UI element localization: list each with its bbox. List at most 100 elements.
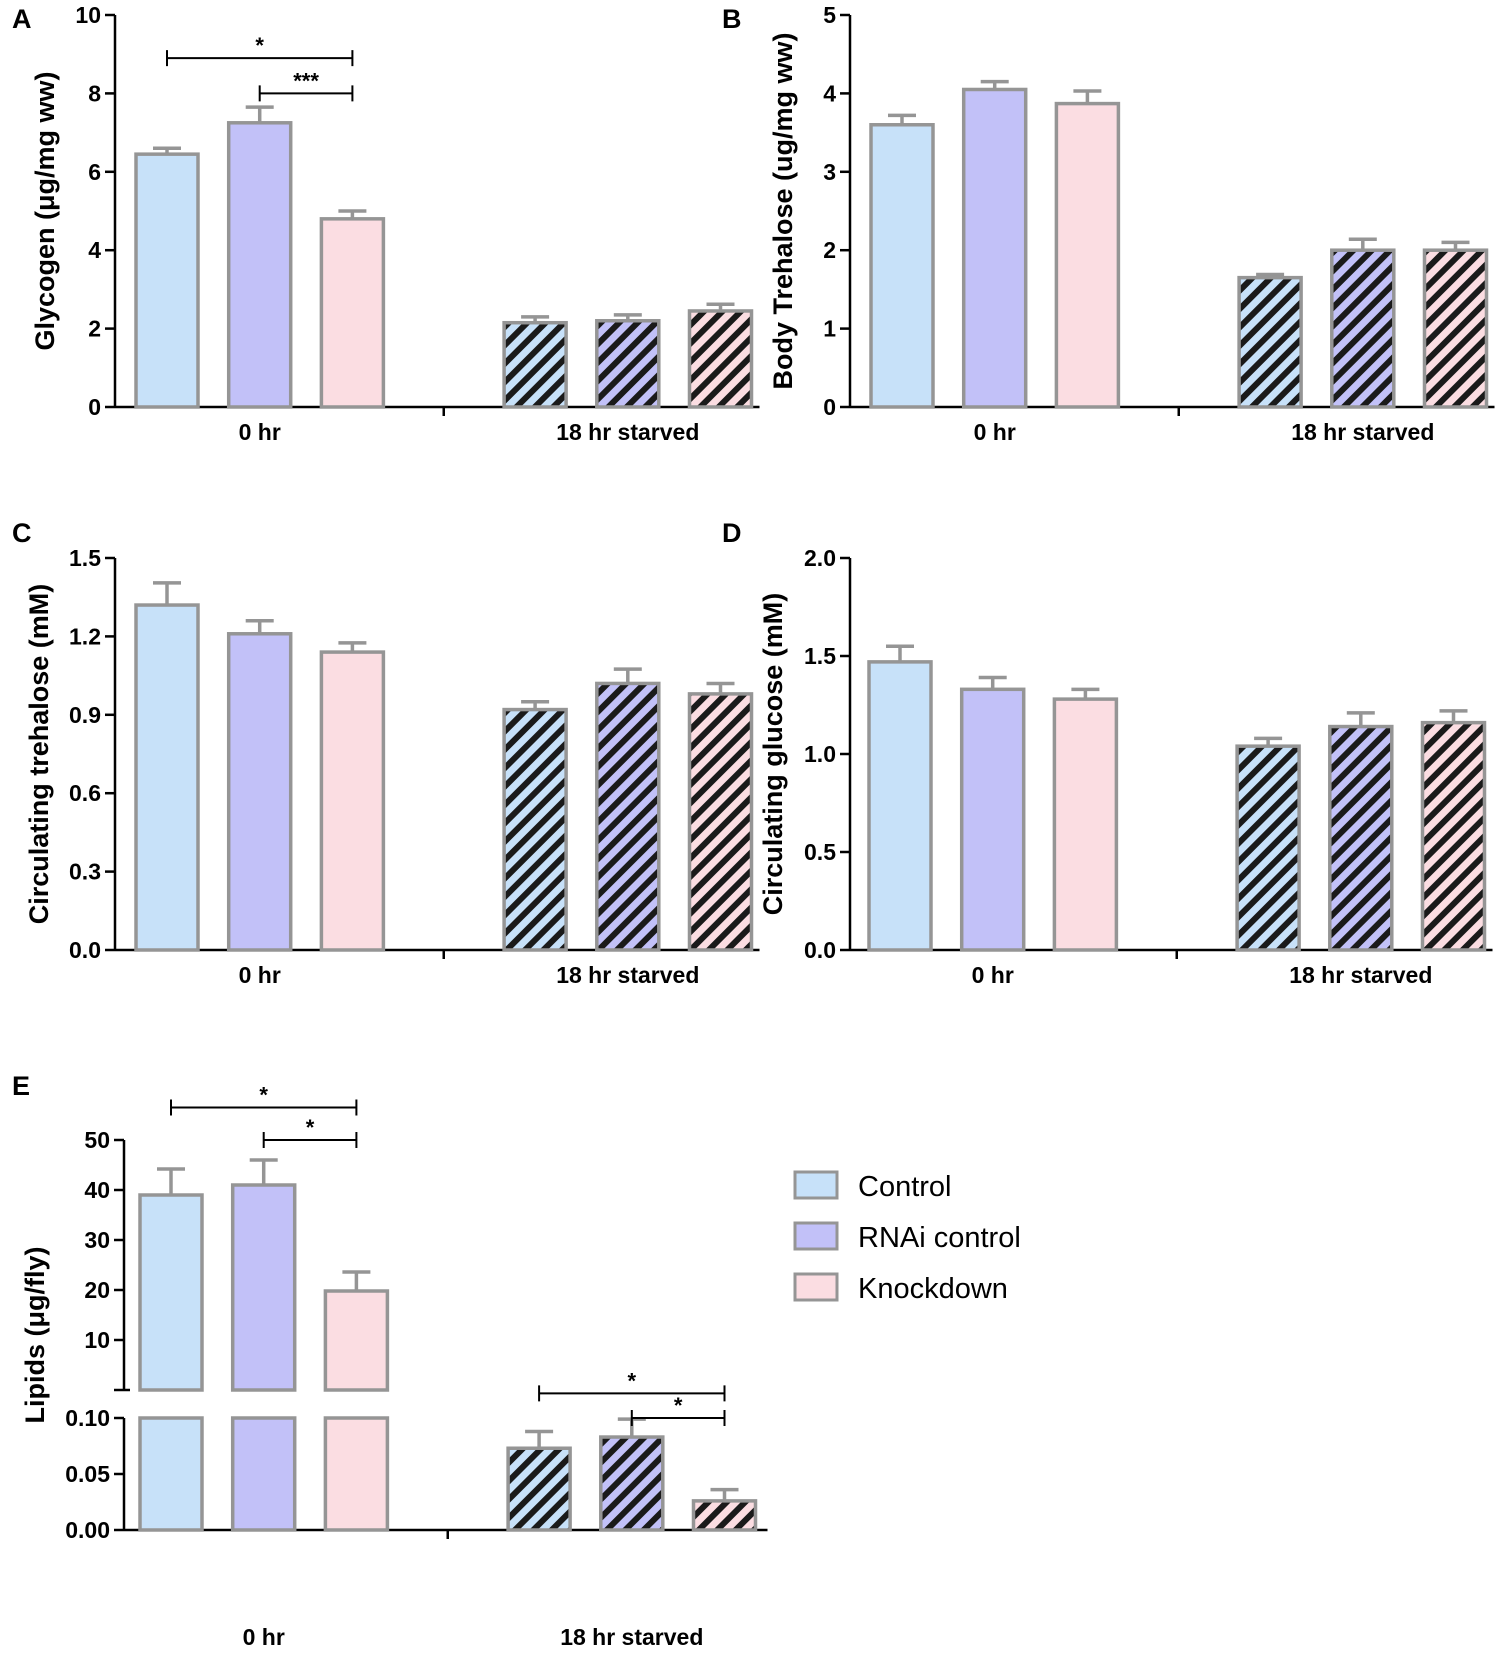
bar-d-0 (867, 660, 933, 952)
bar-e-2 (323, 1289, 390, 1392)
significance-bracket (166, 50, 354, 67)
y-axis-label-c: Circulating trehalose (mM) (24, 584, 54, 925)
error-bar-d-0 (886, 644, 914, 662)
y-tick-label-e: 20 (84, 1277, 110, 1303)
x-group-label: 18 hr starved (1289, 962, 1432, 988)
y-tick-label-d: 2.0 (804, 545, 836, 571)
y-tick-label-e: 40 (84, 1177, 110, 1203)
bar-d-5 (1420, 720, 1487, 952)
bar-d-1 (959, 687, 1026, 952)
x-group-label: 18 hr starved (560, 1624, 703, 1650)
x-group-label: 18 hr starved (556, 962, 699, 988)
error-bar-e-1 (249, 1158, 278, 1185)
error-bar-d-5 (1439, 709, 1468, 723)
panel-letter-e: E (12, 1071, 30, 1101)
significance-label: * (628, 1368, 637, 1393)
bar-d-4 (1328, 724, 1394, 952)
significance-label: * (674, 1393, 683, 1418)
significance-bracket (258, 85, 354, 102)
error-bar-c-0 (153, 581, 181, 606)
significance-label: * (255, 33, 264, 58)
error-bar-e-3 (525, 1429, 554, 1449)
bar-c-4 (595, 681, 661, 952)
y-tick-label-b: 2 (823, 237, 836, 263)
error-bar-e-2 (342, 1270, 371, 1291)
x-group-label: 0 hr (239, 962, 281, 988)
y-axis-label-a: Glycogen (μg/mg ww) (30, 71, 60, 350)
bar-d-3 (1235, 744, 1301, 952)
x-group-label: 18 hr starved (556, 419, 699, 445)
legend-label-rnai_control: RNAi control (858, 1222, 1021, 1254)
legend-swatch-rnai_control (793, 1221, 839, 1251)
y-tick-label-b: 5 (823, 2, 836, 28)
error-bar-e-0 (157, 1167, 185, 1195)
y-tick-label-c: 0.3 (69, 859, 101, 885)
y-tick-label-b: 4 (823, 80, 836, 106)
bar-d-2 (1052, 697, 1119, 952)
bar-b-2 (1054, 101, 1121, 409)
significance-label: * (259, 1083, 268, 1108)
y-axis-label-d: Circulating glucose (mM) (758, 593, 788, 916)
bar-b-0 (869, 123, 935, 409)
bar-e-2 (323, 1416, 390, 1532)
significance-bracket (538, 1385, 726, 1402)
error-bar-d-1 (978, 675, 1007, 690)
legend-label-control: Control (858, 1171, 952, 1203)
bar-e-0 (138, 1416, 204, 1532)
y-tick-label-c: 0.9 (69, 702, 101, 728)
y-tick-label-d: 0.5 (804, 839, 836, 865)
y-tick-label-e: 0.10 (65, 1405, 110, 1431)
bar-a-3 (502, 320, 568, 409)
y-tick-label-c: 0.0 (69, 937, 101, 963)
y-tick-label-a: 0 (88, 394, 101, 420)
error-bar-e-5 (710, 1487, 739, 1501)
panel-letter-a: A (12, 4, 32, 34)
y-tick-label-c: 0.6 (69, 780, 101, 806)
x-group-label: 18 hr starved (1291, 419, 1434, 445)
error-bar-c-4 (613, 667, 642, 684)
legend: Control RNAi control Knockdown (793, 1170, 1021, 1305)
y-tick-label-a: 4 (88, 237, 101, 263)
significance-label: *** (293, 68, 319, 93)
bar-a-0 (134, 152, 200, 409)
x-group-label: 0 hr (972, 962, 1014, 988)
y-tick-label-e: 10 (84, 1327, 110, 1353)
bar-e-0 (138, 1193, 204, 1392)
bar-e-1 (230, 1416, 297, 1532)
y-tick-label-b: 3 (823, 159, 836, 185)
y-tick-label-d: 0.0 (804, 937, 836, 963)
y-tick-label-a: 2 (88, 316, 101, 342)
legend-swatch-control (793, 1170, 839, 1200)
bar-c-5 (687, 692, 754, 952)
y-tick-label-c: 1.2 (69, 623, 101, 649)
y-tick-label-a: 10 (75, 2, 101, 28)
error-bar-c-1 (245, 618, 274, 634)
panel-letter-d: D (722, 518, 742, 548)
panel-letter-b: B (722, 4, 742, 34)
bar-e-1 (230, 1183, 297, 1392)
x-group-label: 0 hr (239, 419, 281, 445)
bar-b-3 (1237, 275, 1303, 409)
bar-e-3 (506, 1446, 572, 1532)
bar-b-5 (1422, 248, 1489, 409)
bar-a-2 (319, 217, 386, 409)
x-group-label: 0 hr (243, 1624, 285, 1650)
bar-c-3 (502, 707, 568, 952)
y-tick-label-a: 8 (88, 80, 101, 106)
y-tick-label-d: 1.0 (804, 741, 836, 767)
error-bar-b-2 (1073, 89, 1102, 104)
error-bar-a-1 (245, 105, 274, 123)
y-tick-label-b: 1 (823, 316, 836, 342)
y-tick-label-e: 30 (84, 1227, 110, 1253)
y-axis-label-e: Lipids (μg/fly) (20, 1246, 50, 1423)
bar-b-4 (1330, 248, 1396, 409)
y-tick-label-a: 6 (88, 159, 101, 185)
significance-bracket (262, 1132, 358, 1148)
legend-swatch-knockdown (793, 1272, 839, 1302)
bar-c-0 (134, 603, 200, 952)
error-bar-d-4 (1346, 711, 1375, 727)
y-tick-label-d: 1.5 (804, 643, 836, 669)
bar-a-1 (226, 121, 293, 409)
